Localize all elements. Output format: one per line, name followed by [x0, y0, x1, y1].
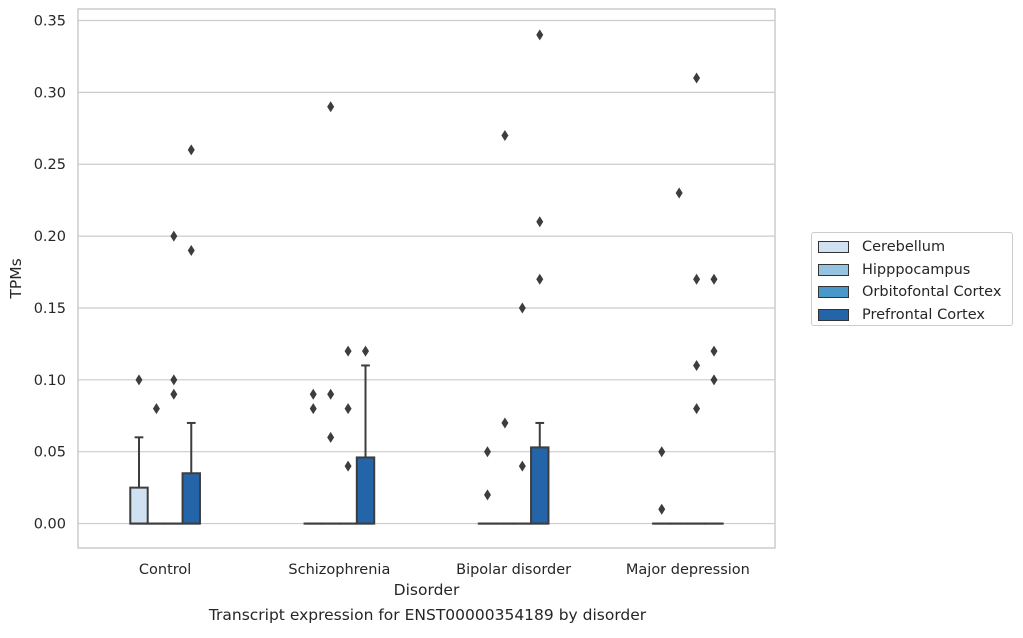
y-tick-label: 0.10	[34, 373, 66, 389]
legend-swatch	[818, 286, 849, 298]
outlier-point	[676, 187, 683, 198]
outlier-point	[188, 245, 195, 256]
outlier-point	[711, 346, 718, 357]
outlier-point	[711, 374, 718, 385]
outlier-point	[327, 389, 334, 400]
outlier-point	[693, 274, 700, 285]
outlier-point	[501, 417, 508, 428]
x-tick-label: Schizophrenia	[288, 562, 390, 578]
x-tick-label: Bipolar disorder	[456, 562, 571, 578]
outlier-point	[345, 461, 352, 472]
outlier-point	[345, 346, 352, 357]
outlier-point	[484, 446, 491, 457]
y-tick-label: 0.35	[34, 13, 66, 29]
legend-item: Orbitofontal Cortex	[818, 281, 1012, 304]
legend-label: Orbitofontal Cortex	[862, 284, 1001, 300]
y-tick-label: 0.20	[34, 229, 66, 245]
outlier-point	[170, 389, 177, 400]
outlier-point	[153, 403, 160, 414]
outlier-point	[345, 403, 352, 414]
y-tick-label: 0.15	[34, 301, 66, 317]
box	[130, 488, 147, 524]
box	[183, 473, 200, 523]
outlier-point	[310, 389, 317, 400]
chart-caption: Transcript expression for ENST0000035418…	[0, 606, 855, 624]
outlier-point	[536, 216, 543, 227]
outlier-point	[327, 101, 334, 112]
outlier-point	[188, 144, 195, 155]
legend-swatch	[818, 264, 849, 276]
y-axis-label: TPMs	[7, 258, 25, 299]
legend-label: Prefrontal Cortex	[862, 307, 985, 323]
box	[531, 447, 548, 523]
y-tick-label: 0.00	[34, 517, 66, 533]
legend-label: Hipppocampus	[862, 262, 970, 278]
outlier-point	[327, 432, 334, 443]
box	[357, 457, 374, 523]
legend-item: Hipppocampus	[818, 259, 1012, 282]
outlier-point	[519, 461, 526, 472]
outlier-point	[658, 446, 665, 457]
outlier-point	[536, 29, 543, 40]
outlier-point	[501, 130, 508, 141]
outlier-point	[310, 403, 317, 414]
y-tick-label: 0.30	[34, 85, 66, 101]
y-tick-label: 0.05	[34, 445, 66, 461]
outlier-point	[484, 489, 491, 500]
outlier-point	[658, 504, 665, 515]
outlier-point	[170, 231, 177, 242]
outlier-point	[536, 274, 543, 285]
legend-item: Prefrontal Cortex	[818, 304, 1012, 327]
y-tick-label: 0.25	[34, 157, 66, 173]
legend-label: Cerebellum	[862, 239, 945, 255]
outlier-point	[693, 403, 700, 414]
outlier-point	[693, 360, 700, 371]
legend-swatch	[818, 241, 849, 253]
legend-swatch	[818, 309, 849, 321]
x-axis-label: Disorder	[394, 581, 460, 599]
legend: Cerebellum Hipppocampus Orbitofontal Corte…	[811, 232, 1013, 326]
outlier-point	[135, 374, 142, 385]
plot-frame	[78, 9, 775, 548]
x-tick-label: Control	[139, 562, 191, 578]
x-tick-label: Major depression	[626, 562, 750, 578]
outlier-point	[170, 374, 177, 385]
outlier-point	[519, 302, 526, 313]
outlier-point	[693, 72, 700, 83]
outlier-point	[362, 346, 369, 357]
outlier-point	[711, 274, 718, 285]
legend-item: Cerebellum	[818, 236, 1012, 259]
